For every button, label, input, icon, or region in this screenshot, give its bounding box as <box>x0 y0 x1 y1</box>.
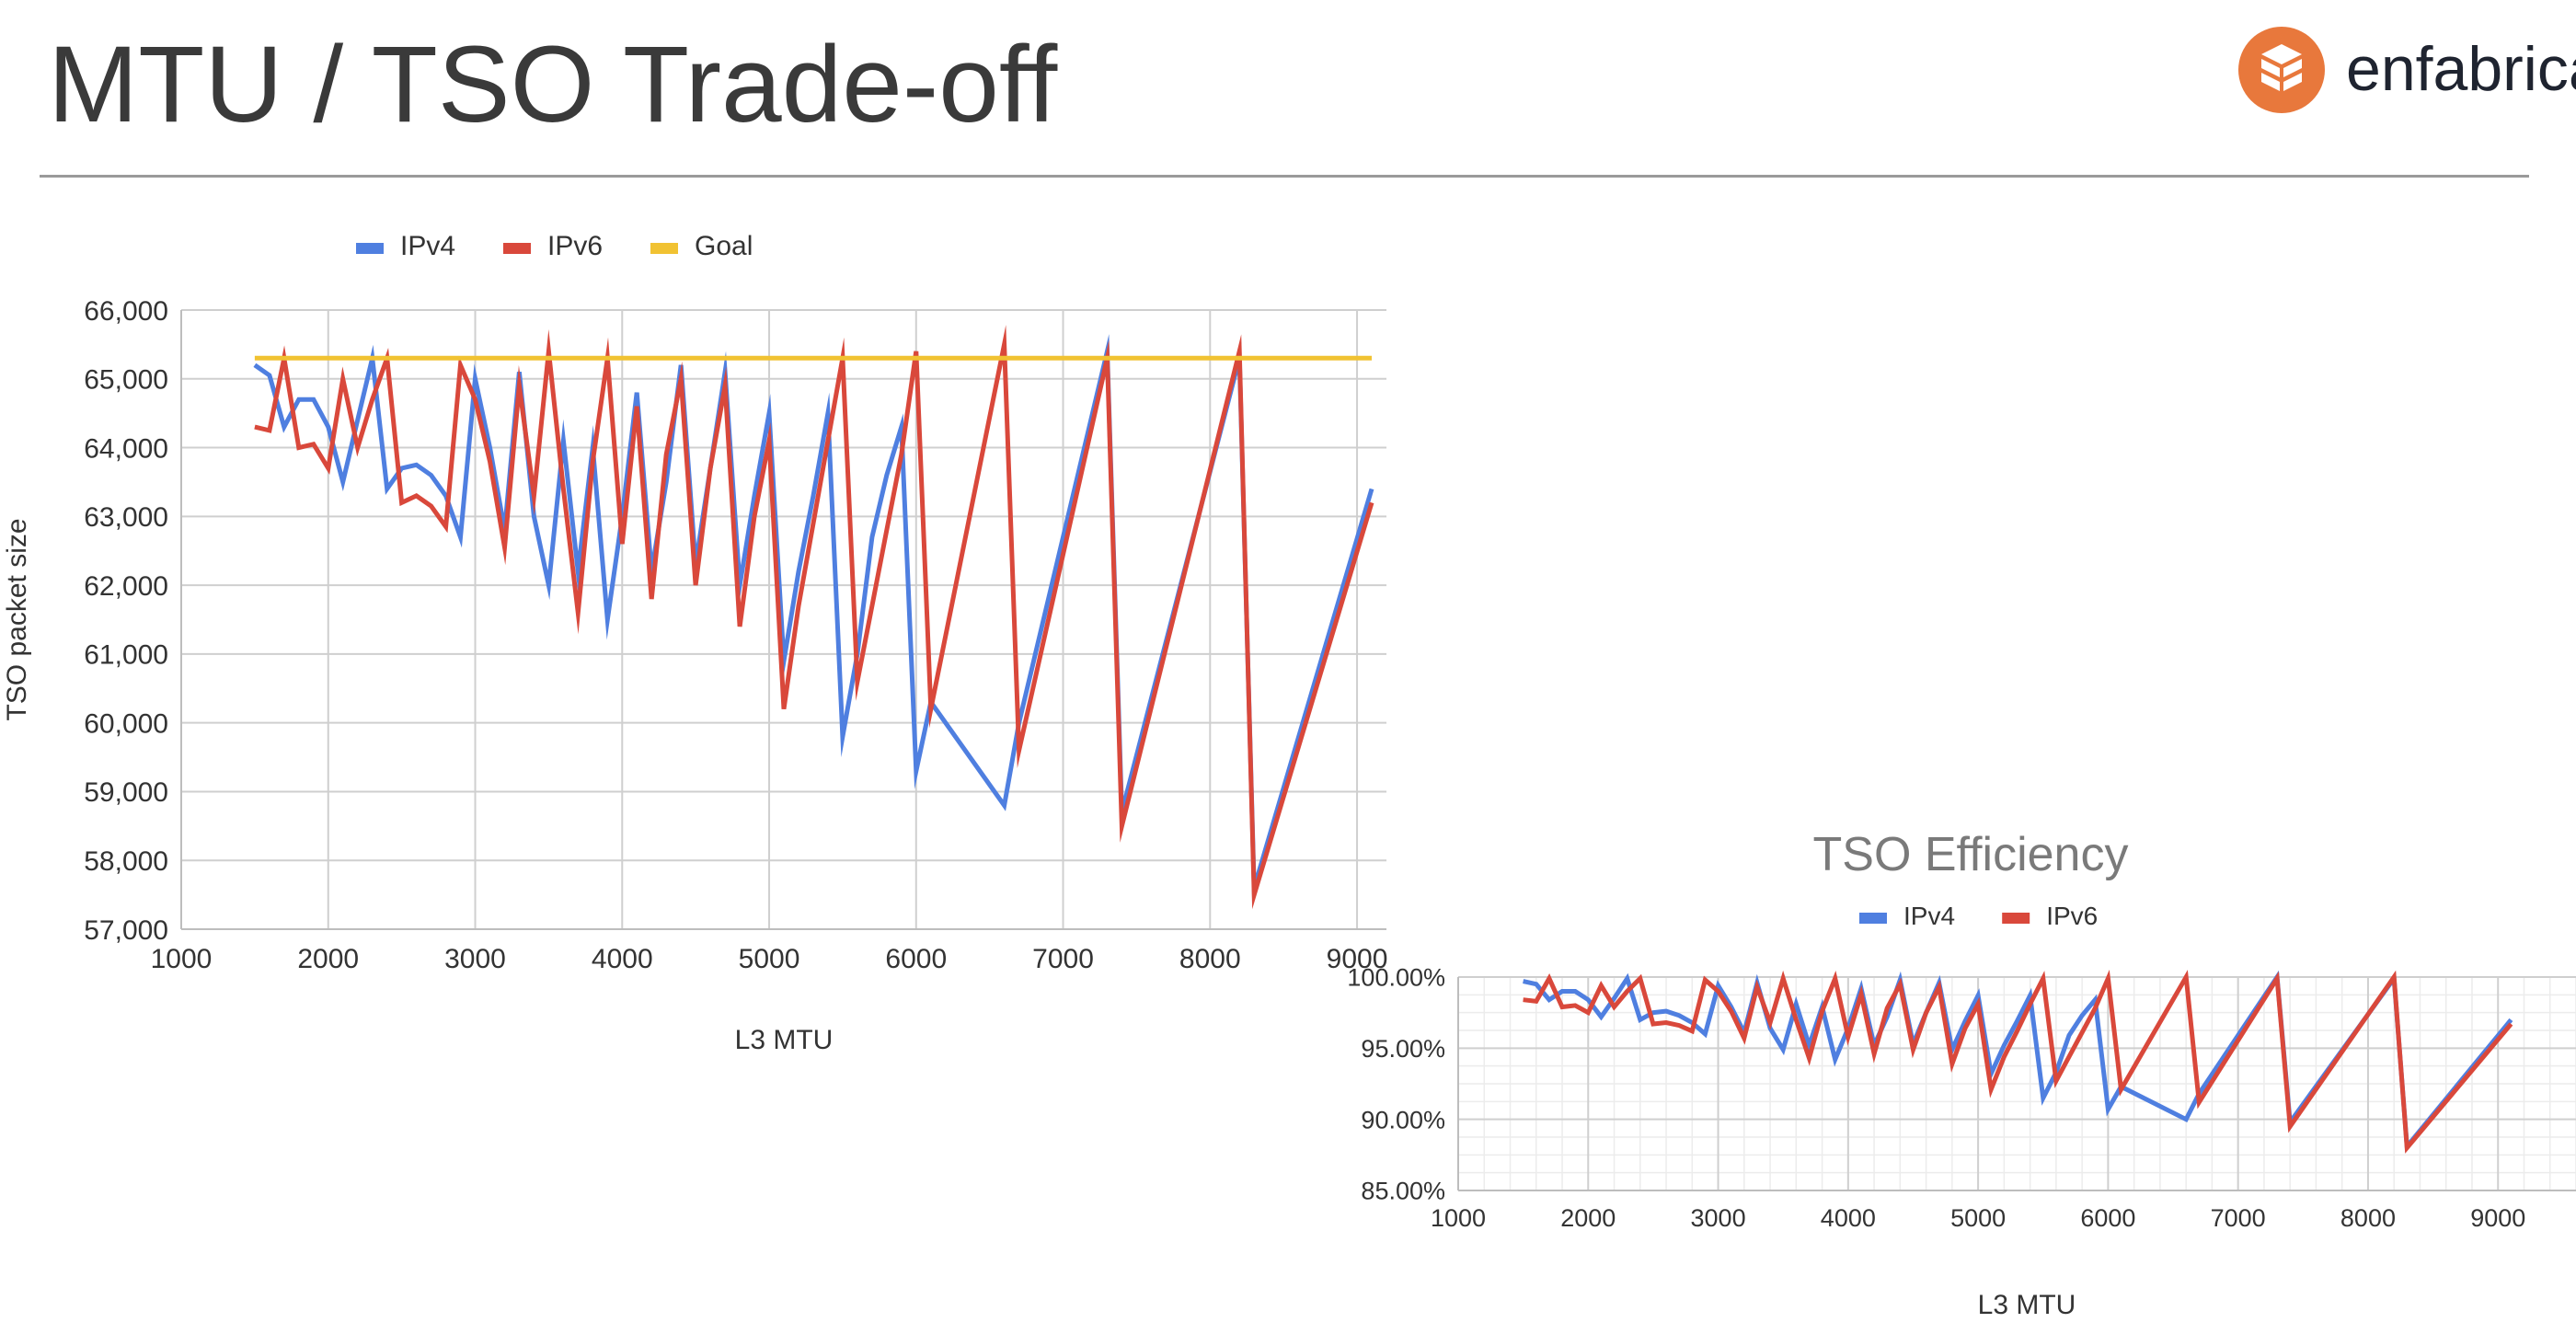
legend-label-ipv6: IPv6 <box>547 231 603 261</box>
series-line-ipv6 <box>254 325 1374 910</box>
x-tick-label: 5000 <box>739 944 800 974</box>
y-tick-label: 95.00% <box>1361 1035 1445 1063</box>
y-tick-label: 85.00% <box>1361 1178 1445 1205</box>
x-tick-label: 2000 <box>1560 1204 1616 1232</box>
x-tick-label: 1000 <box>151 944 213 974</box>
legend-swatch-ipv6 <box>503 243 531 254</box>
y-tick-label: 58,000 <box>84 846 168 877</box>
x-tick-label: 8000 <box>2340 1204 2396 1232</box>
series-line-ipv6 <box>1523 969 2513 1154</box>
series-line-ipv4 <box>1523 970 2513 1153</box>
y-tick-label: 90.00% <box>1361 1106 1445 1133</box>
x-tick-label: 9000 <box>2470 1204 2525 1232</box>
legend-label-ipv4: IPv4 <box>400 231 455 261</box>
x-tick-label: 7000 <box>2211 1204 2266 1232</box>
y-tick-label: 59,000 <box>84 777 168 808</box>
legend-label-ipv6: IPv6 <box>2046 902 2098 930</box>
legend-swatch-ipv4 <box>1859 913 1887 924</box>
x-tick-label: 6000 <box>885 944 947 974</box>
y-tick-label: 57,000 <box>84 915 168 946</box>
series-group <box>253 325 1374 910</box>
x-axis-label: L3 MTU <box>1978 1290 2076 1320</box>
y-tick-label: 64,000 <box>84 433 168 464</box>
legend: IPv4 IPv6 Goal <box>356 231 753 261</box>
tso-packet-size-chart: 57,000 58,000 59,000 60,000 61,000 62,000 63,0… <box>2 231 1387 1055</box>
legend-swatch-ipv4 <box>356 243 384 254</box>
y-tick-label: 63,000 <box>84 502 168 533</box>
y-tick-label: 100.00% <box>1347 964 1445 992</box>
chart-title: TSO Efficiency <box>1813 828 2129 881</box>
x-axis-label: L3 MTU <box>735 1025 834 1055</box>
x-tick-label: 9000 <box>1327 944 1388 974</box>
y-tick-label: 62,000 <box>84 571 168 602</box>
x-tick-label: 1000 <box>1431 1204 1486 1232</box>
series-group <box>1523 969 2513 1154</box>
x-tick-label: 7000 <box>1032 944 1094 974</box>
x-tick-label: 4000 <box>592 944 653 974</box>
x-tick-label: 8000 <box>1179 944 1241 974</box>
legend-swatch-ipv6 <box>2002 913 2030 924</box>
legend-label-ipv4: IPv4 <box>1903 902 1955 930</box>
tso-efficiency-chart: 85.00% 90.00% 95.00% 100.00% 1000 2000 3000 400… <box>1347 828 2576 1320</box>
x-tick-label: 2000 <box>297 944 359 974</box>
y-tick-label: 66,000 <box>84 296 168 327</box>
y-tick-label: 60,000 <box>84 708 168 739</box>
brand-logo-group: enfabrica <box>2237 26 2576 116</box>
y-tick-label: 61,000 <box>84 640 168 671</box>
x-tick-label: 4000 <box>1821 1204 1876 1232</box>
brand-name: enfabrica <box>2346 34 2576 104</box>
legend: IPv4 IPv6 <box>1859 902 2098 930</box>
y-tick-label: 65,000 <box>84 365 168 396</box>
x-tick-label: 5000 <box>1950 1204 2006 1232</box>
x-tick-label: 6000 <box>2080 1204 2135 1232</box>
grid <box>1457 976 2576 1191</box>
slide-title: MTU / TSO Trade-off <box>48 24 1058 145</box>
stacked-cubes-logo-icon <box>2238 27 2325 113</box>
series-line-ipv4 <box>253 334 1374 903</box>
x-tick-label: 3000 <box>444 944 506 974</box>
x-tick-label: 3000 <box>1691 1204 1746 1232</box>
legend-label-goal: Goal <box>695 231 753 261</box>
title-divider <box>40 175 2529 178</box>
legend-swatch-goal <box>650 243 678 254</box>
y-axis-label: TSO packet size <box>2 518 32 720</box>
